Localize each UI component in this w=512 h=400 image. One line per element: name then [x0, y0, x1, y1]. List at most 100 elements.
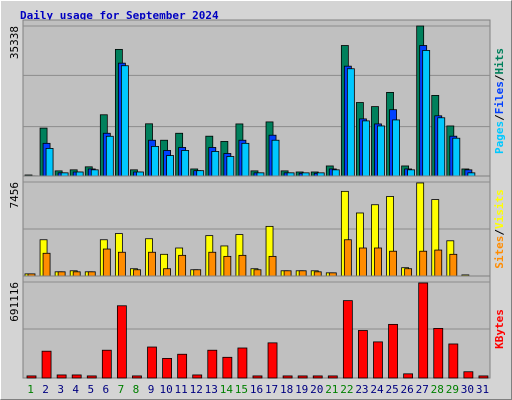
- plot-area: [22, 275, 491, 379]
- bar: [56, 374, 67, 379]
- bar: [117, 251, 126, 279]
- bar: [422, 50, 431, 179]
- bar: [419, 250, 428, 279]
- x-tick-label: 15: [235, 383, 248, 396]
- bar: [211, 151, 220, 179]
- bar: [102, 248, 111, 279]
- bar: [237, 347, 248, 379]
- bar: [452, 137, 461, 179]
- bar: [71, 374, 82, 379]
- legend: KBytes: [493, 309, 506, 349]
- bar: [297, 375, 308, 379]
- bar: [463, 371, 474, 379]
- legend-entry: Hits: [493, 48, 506, 75]
- bar: [342, 300, 353, 379]
- bar: [101, 349, 112, 379]
- x-tick-label: 31: [476, 383, 489, 396]
- bar: [268, 255, 277, 279]
- legend-separator: /: [493, 114, 506, 121]
- x-tick-label: 21: [325, 383, 338, 396]
- legend-entry: Files: [493, 81, 506, 114]
- bar: [343, 239, 352, 279]
- x-tick-label: 12: [190, 383, 203, 396]
- bar: [41, 350, 52, 379]
- x-tick-label: 9: [148, 383, 155, 396]
- bar: [42, 252, 51, 279]
- x-tick-label: 30: [461, 383, 474, 396]
- bar: [26, 375, 37, 379]
- x-tick-label: 3: [57, 383, 64, 396]
- bar: [403, 373, 414, 379]
- bar: [178, 254, 187, 279]
- bar: [374, 247, 382, 279]
- bar: [271, 139, 280, 179]
- x-tick-label: 1: [27, 383, 34, 396]
- x-tick-label: 20: [310, 383, 323, 396]
- bar: [116, 305, 127, 379]
- bar: [327, 375, 338, 379]
- bar: [151, 145, 159, 179]
- bar: [362, 120, 370, 179]
- bar: [437, 117, 446, 179]
- bar: [358, 330, 368, 379]
- x-tick-label: 8: [133, 383, 140, 396]
- bar: [241, 142, 250, 179]
- bar: [312, 375, 323, 379]
- y-tick-label: 691116: [8, 282, 21, 322]
- x-tick-label: 16: [250, 383, 263, 396]
- x-tick-label: 18: [280, 383, 293, 396]
- bar: [223, 255, 232, 279]
- bar: [162, 358, 172, 379]
- legend: Pages/Files/Hits: [493, 48, 506, 154]
- x-tick-label: 5: [87, 383, 94, 396]
- bar: [359, 247, 367, 279]
- y-tick-label: 35338: [8, 26, 21, 59]
- bar: [148, 251, 156, 279]
- x-tick-label: 10: [159, 383, 172, 396]
- bar: [267, 342, 278, 379]
- bar: [226, 156, 235, 179]
- x-tick-label: 19: [295, 383, 308, 396]
- x-tick-label: 4: [72, 383, 79, 396]
- x-tick-label: 27: [416, 383, 429, 396]
- legend-separator: /: [493, 74, 506, 81]
- bar: [346, 68, 355, 179]
- bar: [86, 375, 97, 379]
- x-tick-label: 17: [265, 383, 278, 396]
- bar: [282, 375, 293, 379]
- bar: [105, 135, 114, 179]
- legend: Sites/Visits: [493, 189, 506, 269]
- legend-entry: Visits: [493, 189, 506, 229]
- bar: [449, 253, 458, 279]
- bar: [434, 249, 443, 279]
- bar: [418, 282, 429, 379]
- legend-entry: KBytes: [493, 309, 506, 349]
- x-tick-label: 24: [370, 383, 384, 396]
- bar: [252, 375, 263, 379]
- x-tick-label: 13: [205, 383, 218, 396]
- x-tick-label: 28: [431, 383, 444, 396]
- x-tick-label: 23: [355, 383, 368, 396]
- x-tick-label: 7: [118, 383, 125, 396]
- bar: [388, 323, 398, 379]
- y-tick-label: 7456: [8, 182, 21, 209]
- bar: [222, 356, 233, 379]
- x-tick-label: 26: [401, 383, 414, 396]
- bar: [147, 346, 157, 379]
- bar: [192, 374, 203, 379]
- legend-separator: /: [493, 229, 506, 236]
- legend-entry: Pages: [493, 121, 506, 154]
- bar: [478, 375, 489, 379]
- x-tick-label: 14: [220, 383, 234, 396]
- legend-entry: Sites: [493, 236, 506, 269]
- x-tick-label: 2: [42, 383, 49, 396]
- bar: [166, 155, 174, 179]
- bar: [389, 250, 397, 279]
- bar: [207, 349, 218, 379]
- bar: [373, 341, 383, 379]
- bar: [448, 343, 459, 379]
- bar: [238, 254, 247, 279]
- bar: [181, 150, 190, 179]
